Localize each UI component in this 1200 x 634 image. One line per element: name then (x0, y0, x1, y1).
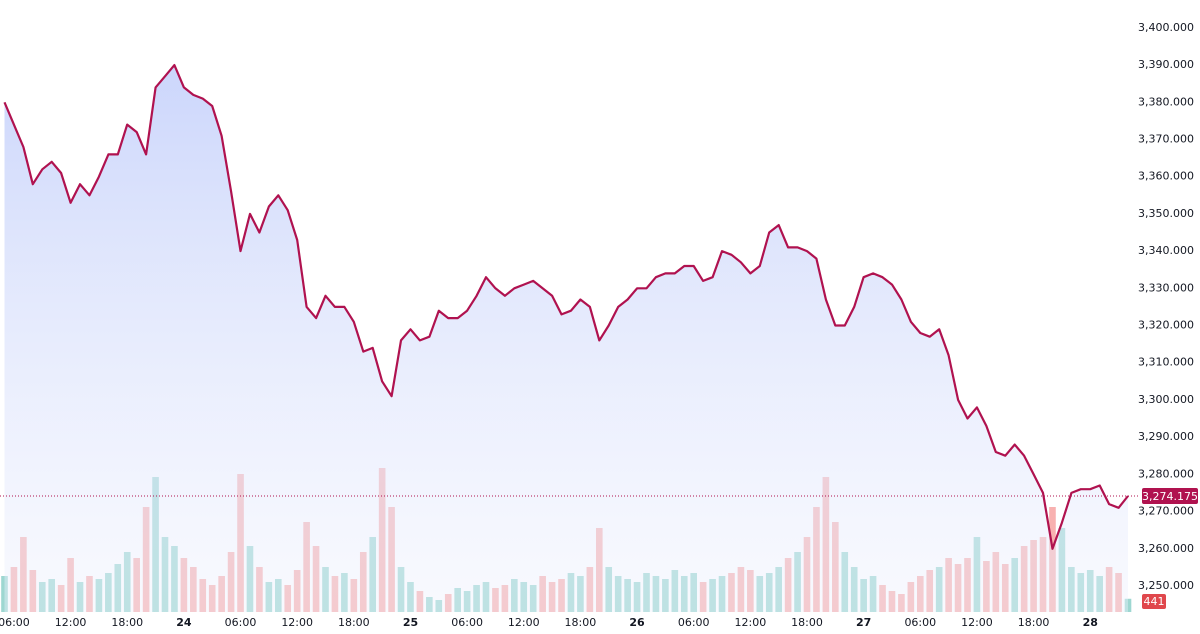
x-tick-label: 06:00 (678, 616, 710, 629)
x-tick-label: 27 (856, 616, 871, 629)
last-volume-box (1142, 594, 1166, 609)
y-tick-label: 3,340.000 (1138, 244, 1194, 257)
y-tick-label: 3,400.000 (1138, 21, 1194, 34)
x-tick-label: 06:00 (904, 616, 936, 629)
x-tick-label: 12:00 (508, 616, 540, 629)
y-tick-label: 3,320.000 (1138, 319, 1194, 332)
y-tick-label: 3,360.000 (1138, 170, 1194, 183)
y-tick-label: 3,390.000 (1138, 58, 1194, 71)
x-tick-label: 28 (1083, 616, 1098, 629)
y-tick-label: 3,370.000 (1138, 133, 1194, 146)
last-volume-label: 441 (1144, 595, 1165, 608)
y-tick-label: 3,350.000 (1138, 207, 1194, 220)
x-tick-label: 25 (403, 616, 418, 629)
x-tick-label: 18:00 (791, 616, 823, 629)
x-tick-label: 24 (176, 616, 192, 629)
y-tick-label: 3,270.000 (1138, 505, 1194, 518)
y-tick-label: 3,300.000 (1138, 393, 1194, 406)
y-tick-label: 3,380.000 (1138, 95, 1194, 108)
x-tick-label: 18:00 (565, 616, 597, 629)
axes: 3,250.000 3,260.000 3,270.000 3,280.000 3,29… (0, 21, 1198, 629)
y-tick-label: 3,310.000 (1138, 356, 1194, 369)
price-area (4, 65, 1128, 613)
x-tick-label: 26 (629, 616, 645, 629)
last-price-box (1142, 488, 1198, 505)
x-tick-label: 06:00 (451, 616, 483, 629)
x-tick-label: 12:00 (961, 616, 993, 629)
y-tick-label: 3,330.000 (1138, 281, 1194, 294)
last-price-label: 3,274.175 (1142, 490, 1198, 503)
x-tick-label: 06:00 (0, 616, 30, 629)
plot-area (0, 63, 1138, 613)
x-tick-label: 18:00 (338, 616, 370, 629)
y-tick-label: 3,260.000 (1138, 542, 1194, 555)
x-tick-label: 18:00 (111, 616, 143, 629)
x-tick-label: 18:00 (1018, 616, 1050, 629)
x-tick-label: 06:00 (225, 616, 257, 629)
x-tick-label: 12:00 (735, 616, 767, 629)
price-line (3, 63, 1129, 550)
y-tick-label: 3,290.000 (1138, 430, 1194, 443)
y-tick-label: 3,280.000 (1138, 467, 1194, 480)
x-tick-label: 12:00 (55, 616, 87, 629)
x-tick-label: 12:00 (281, 616, 313, 629)
y-tick-label: 3,250.000 (1138, 579, 1194, 592)
